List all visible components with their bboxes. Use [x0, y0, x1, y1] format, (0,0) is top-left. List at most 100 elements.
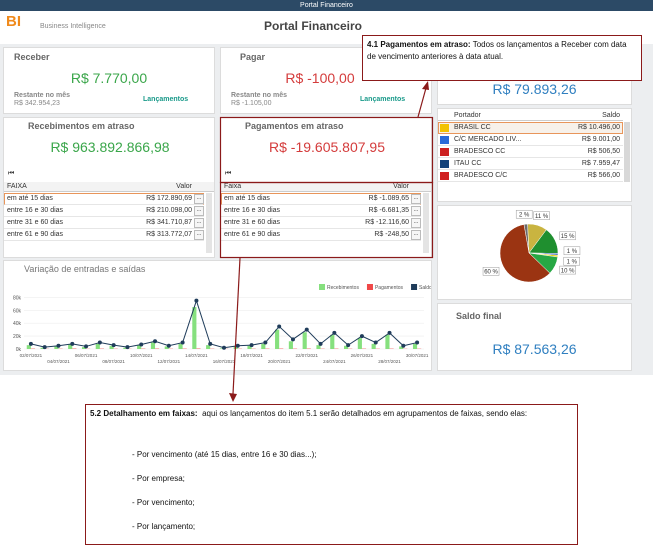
- x-tick-label: 30/07/2021: [406, 353, 429, 358]
- cell: ITAU CC: [454, 160, 482, 167]
- label-box: [559, 231, 576, 241]
- cell: R$ -248,50: [374, 231, 409, 238]
- table-row: [438, 134, 623, 146]
- cell: entre 61 e 90 dias: [224, 231, 281, 238]
- row-button[interactable]: ...: [194, 194, 204, 204]
- label-box: [533, 211, 550, 220]
- x-tick-label: 08/07/2021: [102, 359, 125, 364]
- point: [359, 334, 364, 339]
- label: Restante no mês: [14, 92, 71, 99]
- fluxo-card: Variação de entradas e saídas 0k 20k 40k 60k…: [3, 260, 432, 371]
- cell: R$ 7.959,47: [581, 160, 620, 167]
- y-tick-label: 20k: [13, 334, 22, 340]
- row-button[interactable]: ...: [411, 206, 421, 216]
- value: R$ 963.892.866,98: [50, 139, 170, 155]
- point: [84, 344, 89, 349]
- point: [111, 343, 116, 348]
- table-header: [438, 110, 623, 121]
- bar: [371, 343, 376, 349]
- card-title: Saldo final: [456, 311, 502, 321]
- value: R$ 7.770,00: [70, 70, 148, 86]
- pie-card: 2 % 11 % 15 % 1 % 1 % 10 % 60 %: [437, 205, 632, 300]
- column-header: Faixa: [224, 183, 242, 190]
- point: [97, 340, 102, 345]
- point: [194, 298, 199, 303]
- y-tick-label: 0k: [16, 347, 22, 353]
- table-row: [438, 146, 623, 158]
- x-tick-label: 02/07/2021: [20, 353, 43, 358]
- cell: C/C MERCADO LIV...: [454, 136, 522, 143]
- label-box: [482, 267, 500, 276]
- x-tick-label: 24/07/2021: [323, 359, 346, 364]
- cell: R$ 172.890,69: [146, 195, 192, 202]
- x-tick-label: 26/07/2021: [351, 353, 374, 358]
- bar: [288, 341, 293, 349]
- point: [153, 339, 158, 344]
- point: [304, 327, 309, 332]
- pie-slice: [499, 224, 551, 283]
- bar: [275, 329, 280, 349]
- point: [318, 341, 323, 346]
- row-button[interactable]: ...: [411, 218, 421, 228]
- link[interactable]: Lançamentos: [360, 96, 406, 103]
- row-button[interactable]: ...: [411, 230, 421, 240]
- value: R$ 87.563,26: [492, 341, 577, 357]
- bar: [137, 345, 142, 349]
- cell: entre 16 e 30 dias: [7, 207, 64, 214]
- bar: [247, 345, 252, 349]
- x-tick-label: 18/07/2021: [240, 353, 263, 358]
- column-header: Saldo: [602, 112, 620, 119]
- point: [139, 342, 144, 347]
- x-tick-label: 22/07/2021: [295, 353, 318, 358]
- row-button[interactable]: ...: [411, 194, 421, 204]
- scrollbar: [624, 122, 630, 182]
- cell: BRADESCO CC: [454, 148, 506, 155]
- bar: [81, 347, 87, 349]
- portadores-card: Portador Saldo BRASIL CC R$ 10.496,00 C/C ME…: [437, 108, 632, 202]
- point: [290, 337, 295, 342]
- point: [42, 345, 47, 350]
- pagamentos-card: Pagamentos em atraso R$ -19.605.807,95 ⏮ Fa…: [220, 117, 432, 258]
- point: [166, 343, 171, 348]
- cell: entre 31 e 60 dias: [224, 219, 281, 226]
- point: [401, 343, 406, 348]
- callout: 5.2 Detalhamento em faixas: aqui os lanç…: [85, 404, 578, 545]
- bank-icon: [440, 136, 449, 144]
- bar: [150, 342, 156, 349]
- link[interactable]: Lançamentos: [143, 96, 189, 103]
- data-label: 11 %: [535, 214, 549, 220]
- bank-icon: [440, 148, 449, 156]
- x-tick-label: 04/07/2021: [47, 359, 70, 364]
- point: [180, 340, 185, 345]
- point: [332, 330, 337, 335]
- cell: entre 61 e 90 dias: [7, 231, 64, 238]
- bar: [95, 343, 100, 349]
- row-button[interactable]: ...: [194, 206, 204, 216]
- bar: [412, 343, 418, 349]
- x-tick-label: 16/07/2021: [213, 359, 236, 364]
- callout-heading: 4.1 Pagamentos em atraso:: [367, 40, 471, 49]
- y-tick-label: 80k: [13, 295, 22, 301]
- list-item: - Por vencimento;: [132, 498, 195, 507]
- cell: R$ 506,50: [587, 148, 620, 155]
- point: [28, 341, 33, 346]
- callout-heading: 5.2 Detalhamento em faixas:: [90, 409, 198, 418]
- cell: em até 15 dias: [224, 195, 270, 202]
- bar: [330, 334, 335, 349]
- point: [415, 340, 420, 345]
- data-label: 10 %: [561, 268, 575, 274]
- value: R$ -1.105,00: [231, 100, 272, 107]
- list-item: - Por lançamento;: [132, 522, 196, 531]
- row-button[interactable]: ...: [194, 230, 204, 240]
- bar: [40, 347, 45, 349]
- value: R$ -100,00: [285, 70, 355, 86]
- arrowhead: [229, 393, 237, 402]
- point: [346, 343, 351, 348]
- data-label: 1 %: [567, 249, 578, 255]
- bar: [109, 345, 114, 349]
- legend-swatch: [411, 284, 418, 290]
- bar: [385, 334, 390, 349]
- x-tick-label: 20/07/2021: [268, 359, 291, 364]
- row-button[interactable]: ...: [194, 218, 204, 228]
